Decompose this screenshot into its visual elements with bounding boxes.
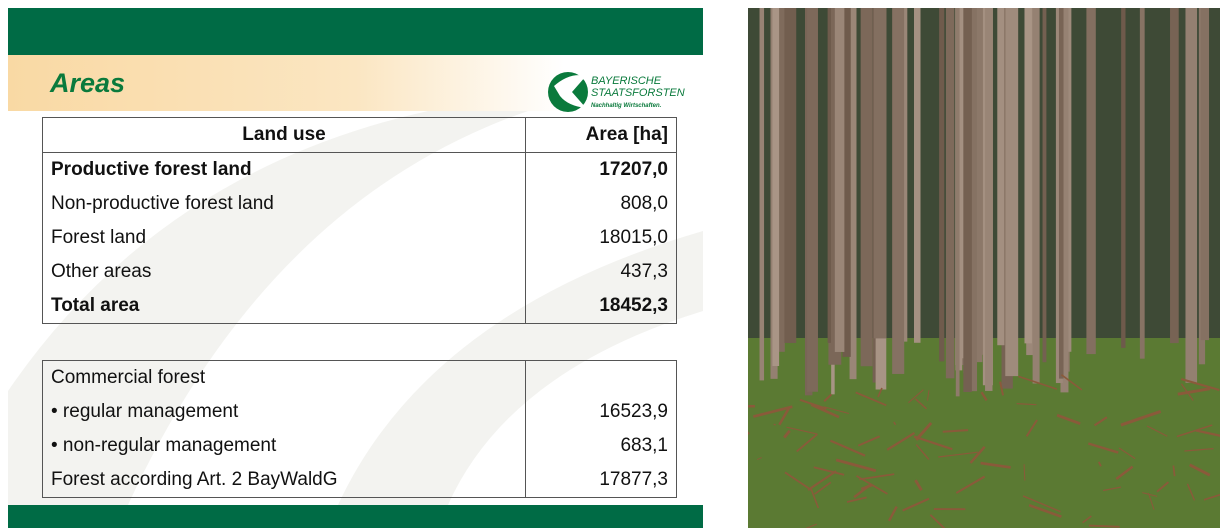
table-cell: • regular management — [43, 395, 526, 429]
table-cell: 18452,3 — [526, 289, 677, 324]
trunk — [946, 8, 955, 378]
trunk — [828, 8, 831, 343]
trunk — [1185, 8, 1197, 383]
trunk — [874, 8, 887, 338]
trunk — [939, 8, 944, 361]
trunk — [1005, 8, 1018, 376]
table-row: Non-productive forest land808,0 — [43, 187, 677, 221]
table-cell: 437,3 — [526, 255, 677, 289]
table-cell: Commercial forest — [43, 361, 526, 396]
column-header: Area [ha] — [526, 118, 677, 153]
branch — [1089, 526, 1120, 527]
trunk — [904, 8, 907, 342]
table-cell: Forest land — [43, 221, 526, 255]
trunk — [1201, 8, 1209, 340]
table-cell: 18015,0 — [526, 221, 677, 255]
trunk — [977, 8, 983, 362]
slide: Areas BAYERISCHE STAATSFORSTEN Nachhalti… — [8, 8, 703, 528]
logo: BAYERISCHE STAATSFORSTEN Nachhaltig Wirt… — [546, 66, 691, 116]
trunk — [1043, 8, 1047, 362]
table-cell — [526, 361, 677, 396]
table-cell: 16523,9 — [526, 395, 677, 429]
branch — [1024, 464, 1025, 480]
trunk — [914, 8, 921, 343]
trunk — [807, 8, 818, 392]
trunk — [772, 8, 779, 366]
page: Areas BAYERISCHE STAATSFORSTEN Nachhalti… — [0, 0, 1220, 528]
table-cell: Forest according Art. 2 BayWaldG — [43, 463, 526, 498]
trunk — [985, 8, 992, 391]
column-header: Land use — [43, 118, 526, 153]
trunk — [1033, 8, 1040, 384]
slide-title: Areas — [50, 68, 125, 99]
trunk — [963, 8, 972, 392]
table-cell: Non-productive forest land — [43, 187, 526, 221]
table-cell: Other areas — [43, 255, 526, 289]
trunk — [760, 8, 765, 380]
logo-line2: STAATSFORSTEN — [591, 87, 685, 99]
table-row: Commercial forest — [43, 361, 677, 396]
trunk — [997, 8, 1004, 345]
trunk — [861, 8, 873, 366]
logo-line1: BAYERISCHE — [591, 75, 662, 87]
trunk — [1024, 8, 1031, 343]
trunk — [1121, 8, 1125, 348]
trunk — [892, 8, 904, 374]
table-cell: • non-regular management — [43, 429, 526, 463]
trunk — [835, 8, 845, 352]
commercial-forest-table: Commercial forest• regular management165… — [42, 360, 677, 498]
trunk — [956, 8, 960, 396]
table-cell: Productive forest land — [43, 153, 526, 188]
forest-photo — [748, 8, 1220, 528]
table-row: • regular management16523,9 — [43, 395, 677, 429]
table-cell: 808,0 — [526, 187, 677, 221]
land-use-table: Land useArea [ha]Productive forest land1… — [42, 117, 677, 324]
table-cell: Total area — [43, 289, 526, 324]
trunk — [1170, 8, 1179, 343]
bottom-bar — [8, 505, 703, 528]
logo-tagline: Nachhaltig Wirtschaften. — [591, 103, 662, 109]
top-bar — [8, 8, 703, 55]
table-cell: 17877,3 — [526, 463, 677, 498]
trunk — [784, 8, 796, 343]
trunk — [1140, 8, 1145, 359]
table-cell: 683,1 — [526, 429, 677, 463]
table-cell: 17207,0 — [526, 153, 677, 188]
trunk — [1059, 8, 1064, 379]
trunk — [778, 8, 785, 352]
trunk — [1086, 8, 1095, 354]
